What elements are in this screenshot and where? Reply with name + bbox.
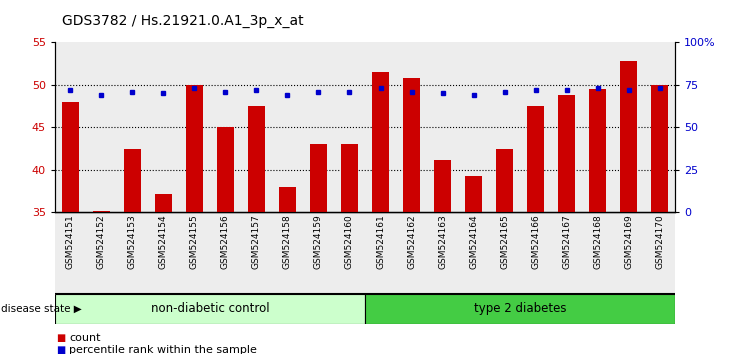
Bar [279,187,296,212]
Bar [489,42,520,212]
Text: count: count [69,333,101,343]
Bar [365,42,396,212]
Bar [551,212,583,294]
Text: ■: ■ [56,346,66,354]
Bar [217,127,234,212]
Text: GSM524166: GSM524166 [531,214,540,269]
Text: GSM524165: GSM524165 [500,214,509,269]
Bar [520,42,551,212]
Bar [55,212,86,294]
Bar [396,42,427,212]
Text: GSM524167: GSM524167 [562,214,571,269]
Bar [272,212,303,294]
Bar [551,42,583,212]
Text: GSM524169: GSM524169 [624,214,633,269]
Bar [179,42,210,212]
Bar [583,42,613,212]
Bar [147,212,179,294]
Bar [458,42,489,212]
Text: GSM524151: GSM524151 [66,214,74,269]
Text: GSM524170: GSM524170 [656,214,664,269]
Text: GSM524162: GSM524162 [407,214,416,269]
Bar [365,212,396,294]
Bar [613,212,645,294]
Bar [272,42,303,212]
Bar [179,212,210,294]
Text: type 2 diabetes: type 2 diabetes [474,302,566,315]
Bar [620,61,637,212]
Bar [62,102,79,212]
Bar [241,42,272,212]
Bar [117,212,147,294]
Bar [589,89,606,212]
Text: GSM524154: GSM524154 [159,214,168,269]
Bar [458,212,489,294]
Bar [427,42,458,212]
Bar [489,212,520,294]
Text: GSM524152: GSM524152 [97,214,106,269]
Bar [396,212,427,294]
Bar [117,42,147,212]
Text: GSM524157: GSM524157 [252,214,261,269]
Text: GDS3782 / Hs.21921.0.A1_3p_x_at: GDS3782 / Hs.21921.0.A1_3p_x_at [62,14,304,28]
Bar [651,85,668,212]
Bar [86,212,117,294]
Bar [55,42,86,212]
Bar [55,294,365,324]
Bar [303,212,334,294]
Text: GSM524158: GSM524158 [283,214,292,269]
Bar [341,144,358,212]
Bar [147,42,179,212]
Bar [155,194,172,212]
Bar [427,212,458,294]
Bar [186,85,203,212]
Text: GSM524163: GSM524163 [438,214,447,269]
Text: GSM524159: GSM524159 [314,214,323,269]
Bar [520,212,551,294]
Text: disease state ▶: disease state ▶ [1,304,82,314]
Bar [210,42,241,212]
Bar [613,42,645,212]
Text: GSM524156: GSM524156 [221,214,230,269]
Text: GSM524155: GSM524155 [190,214,199,269]
Bar [334,42,365,212]
Bar [583,212,613,294]
Text: GSM524153: GSM524153 [128,214,137,269]
Bar [645,212,675,294]
Bar [403,78,420,212]
Bar [310,144,327,212]
Text: GSM524164: GSM524164 [469,214,478,269]
Bar [248,106,265,212]
Bar [303,42,334,212]
Bar [434,160,451,212]
Bar [210,212,241,294]
Bar [365,294,675,324]
Text: GSM524160: GSM524160 [345,214,354,269]
Text: non-diabetic control: non-diabetic control [150,302,269,315]
Bar [124,149,141,212]
Text: ■: ■ [56,333,66,343]
Bar [558,95,575,212]
Bar [645,42,675,212]
Text: percentile rank within the sample: percentile rank within the sample [69,346,257,354]
Bar [241,212,272,294]
Bar [334,212,365,294]
Bar [86,42,117,212]
Bar [496,149,513,212]
Text: GSM524168: GSM524168 [593,214,602,269]
Text: GSM524161: GSM524161 [376,214,385,269]
Bar [93,211,110,212]
Bar [465,176,482,212]
Bar [372,72,389,212]
Bar [527,106,544,212]
